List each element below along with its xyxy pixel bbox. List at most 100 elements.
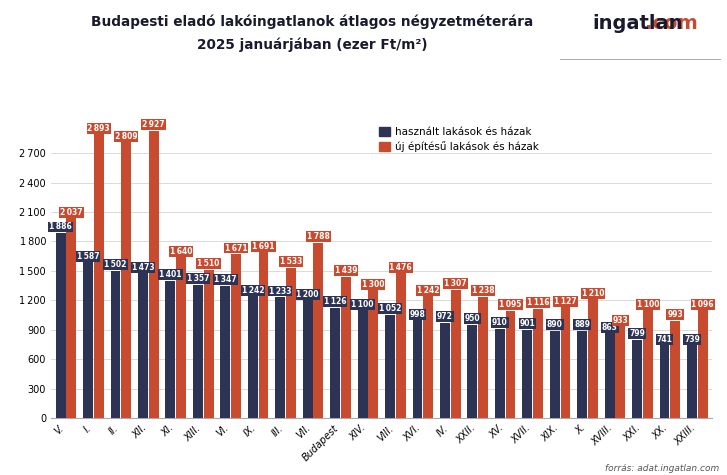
Bar [302,300,313,418]
Bar [605,333,614,418]
Bar [276,297,285,418]
Bar [632,340,642,418]
Text: 1 238: 1 238 [472,286,494,295]
Bar [94,134,104,418]
Bar [440,323,450,418]
Bar [166,281,175,418]
Bar [259,252,268,418]
Text: 1 691: 1 691 [252,242,275,251]
Text: ingatlan: ingatlan [593,14,683,33]
Text: 1 307: 1 307 [444,279,467,288]
Text: 2 893: 2 893 [87,124,110,133]
Text: 1 116: 1 116 [527,298,550,307]
Bar [577,331,587,418]
Text: 950: 950 [465,314,481,323]
Text: 1 233: 1 233 [269,286,292,295]
Text: 741: 741 [656,335,672,344]
Text: 2 037: 2 037 [60,208,83,217]
Bar [56,233,65,418]
Text: 889: 889 [574,320,590,329]
Text: 910: 910 [492,318,507,327]
Bar [550,331,560,418]
Bar [698,311,707,418]
Text: 799: 799 [629,329,645,338]
Text: 739: 739 [684,335,700,344]
Text: 1 300: 1 300 [362,280,385,289]
Text: 1 788: 1 788 [307,232,330,241]
Bar [670,321,680,418]
Bar [286,267,296,418]
Text: 890: 890 [547,320,563,329]
Bar [467,325,478,418]
Text: 1 357: 1 357 [187,275,209,284]
Bar [451,290,461,418]
Bar [523,330,532,418]
Bar [616,326,625,418]
Bar [248,296,258,418]
Bar [395,273,406,418]
Text: 1 200: 1 200 [297,290,319,299]
Bar [495,329,505,418]
Bar [533,308,543,418]
Legend: használt lakások és házak, új építésű lakások és házak: használt lakások és házak, új építésű la… [376,124,542,155]
Bar [193,285,203,418]
Bar [111,271,121,418]
Text: 2 927: 2 927 [142,120,165,129]
Text: 1 242: 1 242 [241,285,264,294]
Text: 1 587: 1 587 [77,252,100,261]
Text: forrás: adat.ingatlan.com: forrás: adat.ingatlan.com [606,464,720,473]
Text: 933: 933 [612,316,628,325]
Bar [369,290,378,418]
Bar [149,131,158,418]
Text: 998: 998 [409,310,425,319]
Bar [121,142,131,418]
Text: 1 095: 1 095 [499,300,522,309]
Text: 1 640: 1 640 [170,247,193,256]
Bar [176,257,186,418]
Bar [231,254,241,418]
Bar [204,270,214,418]
Bar [66,218,76,418]
Bar [313,243,324,418]
Text: 1 439: 1 439 [334,266,357,276]
Bar [687,345,697,418]
Bar [330,307,340,418]
Bar [385,315,395,418]
Bar [220,286,230,418]
Bar [358,310,368,418]
Text: 972: 972 [437,312,453,321]
Text: 1 476: 1 476 [390,263,412,272]
Bar [412,320,422,418]
Text: 993: 993 [667,310,683,319]
Text: 1 473: 1 473 [132,263,154,272]
Text: 1 127: 1 127 [554,297,577,306]
Text: 1 671: 1 671 [225,244,247,253]
Text: 1 126: 1 126 [324,297,346,306]
Bar [505,311,515,418]
Text: 901: 901 [519,319,535,328]
Text: 2 809: 2 809 [115,132,137,141]
Text: 1 401: 1 401 [159,270,182,279]
Text: 1 533: 1 533 [280,257,302,266]
Bar [83,262,93,418]
Text: 1 052: 1 052 [379,304,401,314]
Text: 1 100: 1 100 [351,300,374,309]
Text: Budapesti eladó lakóingatlanok átlagos négyzetméterára: Budapesti eladó lakóingatlanok átlagos n… [92,14,534,29]
Text: 1 502: 1 502 [105,260,126,269]
Text: 1 242: 1 242 [417,285,439,294]
Text: 1 100: 1 100 [637,300,659,309]
Text: 863: 863 [602,323,618,332]
Bar [659,345,670,418]
Text: 1 210: 1 210 [582,289,604,298]
Text: 1 096: 1 096 [691,300,714,309]
Bar [588,299,598,418]
Text: .com: .com [645,14,698,33]
Bar [341,277,351,418]
Text: 1 886: 1 886 [49,222,72,231]
Bar [138,274,148,418]
Text: 1 347: 1 347 [214,276,237,285]
Text: 1 510: 1 510 [198,259,220,268]
Bar [643,310,653,418]
Bar [561,307,571,418]
Text: 2025 januárjában (ezer Ft/m²): 2025 januárjában (ezer Ft/m²) [197,38,428,53]
